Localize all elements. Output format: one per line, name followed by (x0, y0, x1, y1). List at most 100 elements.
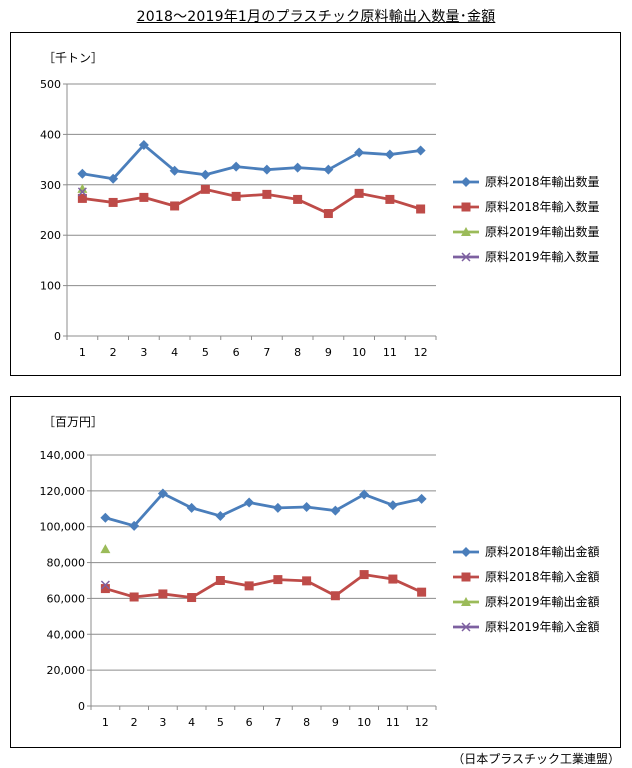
data-point (359, 570, 369, 580)
x-tick-label: 8 (303, 716, 310, 729)
series-4 (77, 187, 87, 197)
data-point (170, 201, 180, 211)
legend-label: 原料2019年輸出数量 (485, 224, 600, 239)
legend-label: 原料2018年輸入数量 (485, 199, 600, 214)
legend-marker (461, 597, 471, 606)
series-line (82, 143, 421, 181)
x-tick-label: 4 (171, 346, 178, 359)
legend-marker (461, 202, 471, 212)
data-point (129, 520, 140, 531)
data-point (273, 575, 283, 585)
data-point (385, 194, 395, 204)
legend-entry: 原料2019年輸入数量 (453, 249, 600, 264)
source-note: （日本プラスチック工業連盟） (452, 752, 620, 766)
series-2 (100, 570, 427, 603)
series-3 (100, 544, 111, 554)
y-tick-label: 140,000 (40, 449, 86, 462)
legend-marker (461, 547, 471, 557)
data-point (231, 191, 241, 201)
data-point (417, 587, 427, 597)
y-tick-label: 20,000 (47, 664, 86, 677)
data-point (292, 162, 303, 173)
x-tick-label: 7 (263, 346, 270, 359)
data-point (354, 188, 364, 198)
x-tick-label: 3 (159, 716, 166, 729)
x-tick-label: 12 (415, 716, 429, 729)
data-point (302, 576, 312, 586)
legend-entry: 原料2018年輸入数量 (453, 199, 600, 214)
x-tick-label: 9 (325, 346, 332, 359)
y-tick-label: 100 (40, 280, 61, 293)
data-point (323, 209, 333, 219)
legend-label: 原料2018年輸入金額 (485, 569, 600, 584)
data-point (354, 147, 365, 158)
y-tick-label: 120,000 (40, 485, 86, 498)
x-tick-label: 1 (102, 716, 109, 729)
data-point (293, 194, 303, 204)
x-tick-label: 4 (188, 716, 195, 729)
y-tick-label: 500 (40, 78, 61, 91)
x-tick-label: 2 (131, 716, 138, 729)
data-point (330, 591, 340, 601)
data-point (387, 500, 398, 511)
y-tick-label: 300 (40, 179, 61, 192)
legend-marker (461, 572, 471, 582)
page-title: 2018～2019年1月のプラスチック原料輸出入数量･金額 (136, 9, 496, 25)
series-1 (100, 488, 427, 531)
x-tick-label: 5 (217, 716, 224, 729)
x-tick-label: 5 (202, 346, 209, 359)
data-point (359, 489, 370, 500)
y-tick-label: 0 (78, 700, 85, 713)
legend-label: 原料2019年輸入金額 (485, 619, 600, 634)
legend-marker (461, 252, 471, 262)
x-tick-label: 10 (352, 346, 366, 359)
y-unit-label: ［千トン］ (43, 51, 103, 65)
data-point (138, 139, 149, 150)
x-tick-label: 6 (246, 716, 253, 729)
legend-marker (461, 622, 471, 632)
y-tick-label: 60,000 (47, 592, 86, 605)
data-point (129, 592, 139, 602)
x-tick-label: 8 (294, 346, 301, 359)
legend-label: 原料2018年輸出金額 (485, 544, 600, 559)
x-tick-label: 6 (233, 346, 240, 359)
data-point (262, 189, 272, 199)
quantity-chart-panel: ［千トン］ 0 100 200 300 400 500 1 2 3 4 5 6 7 8 9 10 11 12 原料20… (10, 32, 621, 376)
x-tick-label: 11 (383, 346, 397, 359)
value-chart: ［百万円］ 0 20,000 40,000 60,000 80,000 100,000 120… (40, 415, 600, 729)
y-unit-label: ［百万円］ (43, 415, 103, 429)
x-tick-label: 11 (386, 716, 400, 729)
x-tick-label: 1 (79, 346, 86, 359)
series-line (104, 492, 422, 528)
y-tick-label: 0 (54, 330, 61, 343)
y-tick-label: 200 (40, 229, 61, 242)
data-point (139, 192, 149, 202)
legend-marker (461, 227, 471, 236)
series-line (104, 573, 423, 599)
legend-entry: 原料2018年輸出金額 (453, 544, 600, 559)
data-point (244, 497, 255, 508)
data-point (158, 589, 168, 599)
data-point (186, 502, 197, 513)
legend-entry: 原料2018年輸入金額 (453, 569, 600, 584)
y-tick-label: 40,000 (47, 628, 86, 641)
data-point (108, 173, 119, 184)
legend-label: 原料2019年輸入数量 (485, 249, 600, 264)
data-point (415, 145, 426, 156)
data-point (100, 544, 111, 554)
x-tick-label: 3 (140, 346, 147, 359)
data-point (215, 576, 225, 585)
legend-marker (461, 177, 471, 187)
x-tick-label: 7 (274, 716, 281, 729)
data-point (169, 165, 180, 176)
data-point (100, 584, 110, 594)
y-tick-label: 100,000 (40, 521, 86, 534)
legend-entry: 原料2019年輸入金額 (453, 619, 600, 634)
series-3 (77, 183, 88, 193)
data-point (215, 510, 226, 521)
legend-entry: 原料2019年輸出数量 (453, 224, 600, 239)
data-point (384, 149, 395, 160)
value-chart-panel: ［百万円］ 0 20,000 40,000 60,000 80,000 100,000 120… (10, 396, 621, 748)
series-1 (77, 139, 426, 184)
